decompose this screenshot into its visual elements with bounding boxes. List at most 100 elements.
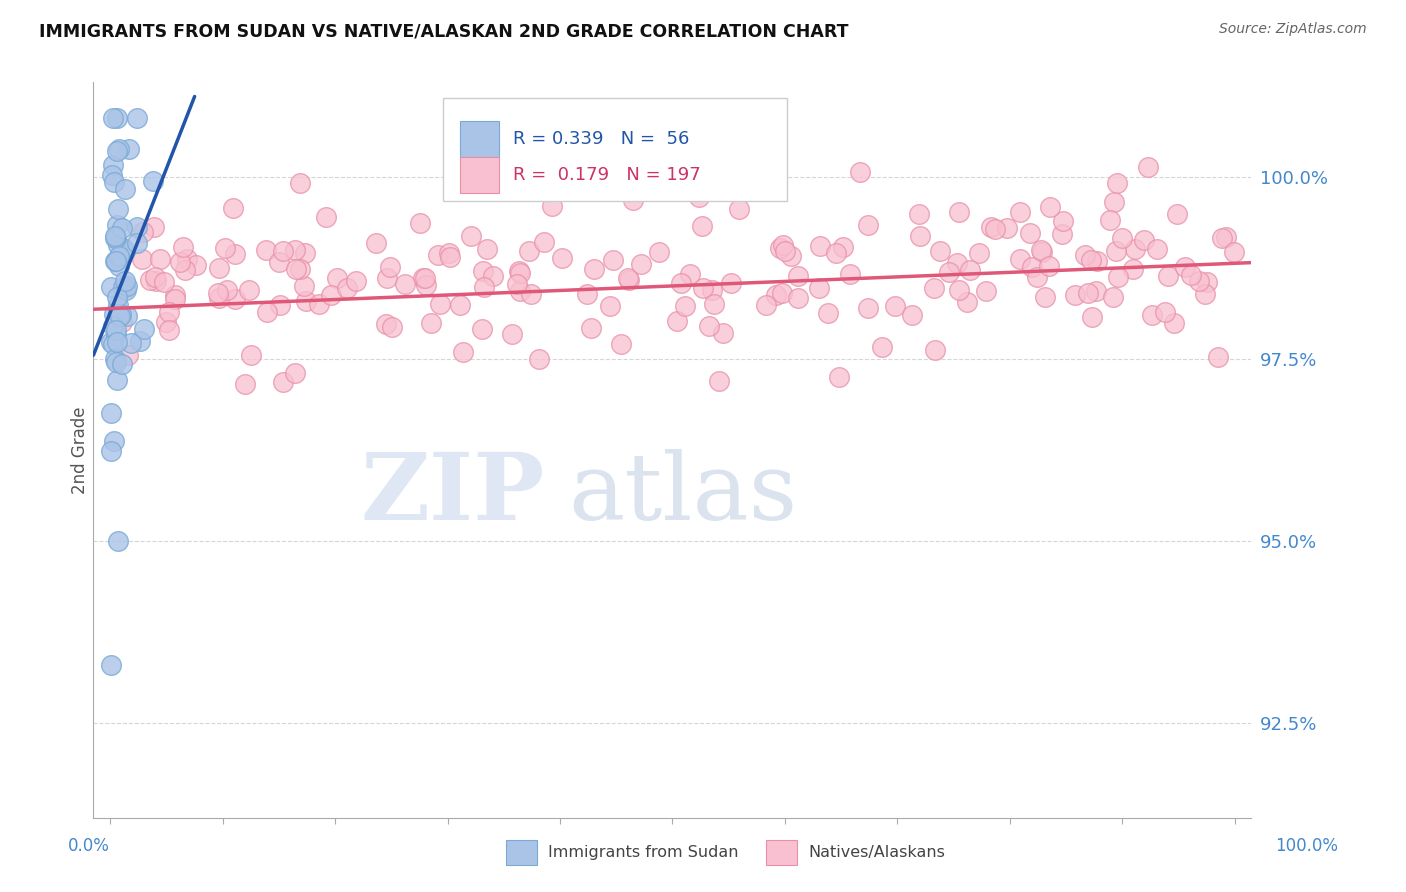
Point — [163, 288, 186, 302]
Point — [1222, 245, 1244, 260]
Point — [284, 243, 307, 257]
Point — [426, 248, 449, 262]
Point — [269, 298, 291, 312]
Point — [1050, 227, 1073, 241]
Point — [108, 259, 131, 273]
Point — [107, 238, 129, 252]
Point — [451, 345, 474, 359]
Point — [808, 280, 831, 294]
Text: 100.0%: 100.0% — [1275, 837, 1339, 855]
Point — [142, 220, 165, 235]
Point — [1102, 290, 1125, 304]
Point — [974, 284, 997, 298]
Point — [1008, 252, 1031, 266]
Point — [692, 281, 714, 295]
Point — [839, 268, 862, 282]
Point — [1188, 274, 1211, 288]
Point — [294, 293, 316, 308]
Point — [290, 176, 312, 190]
Point — [131, 252, 153, 267]
Point — [100, 406, 122, 420]
Point — [409, 216, 432, 230]
Point — [1080, 253, 1102, 268]
Text: 0.0%: 0.0% — [67, 837, 110, 855]
Point — [1194, 286, 1216, 301]
Point — [1038, 259, 1060, 273]
Point — [215, 283, 238, 297]
Point — [848, 165, 870, 179]
Point — [120, 336, 142, 351]
Point — [1081, 310, 1104, 325]
Point — [375, 317, 398, 331]
Point — [366, 235, 388, 250]
Point — [956, 295, 979, 310]
Point — [508, 264, 530, 278]
Point — [673, 299, 696, 313]
Point — [1163, 316, 1185, 330]
Point — [149, 252, 172, 267]
Point — [1215, 230, 1237, 244]
Point — [780, 249, 803, 263]
Point — [773, 244, 796, 259]
Point — [127, 219, 149, 234]
Point — [1132, 233, 1154, 247]
Point — [114, 244, 136, 258]
Point — [415, 278, 437, 293]
Point — [176, 252, 198, 266]
Point — [207, 285, 229, 300]
Point — [100, 443, 122, 458]
Point — [267, 255, 290, 269]
Point — [1102, 194, 1125, 209]
Point — [107, 249, 129, 263]
Point — [105, 112, 128, 126]
Point — [326, 271, 349, 285]
Point — [772, 238, 794, 252]
Point — [112, 280, 135, 294]
Point — [105, 144, 128, 158]
Point — [222, 201, 245, 215]
Point — [155, 315, 177, 329]
Point — [107, 534, 129, 549]
Point — [271, 375, 294, 389]
Point — [1021, 260, 1043, 274]
Point — [103, 434, 125, 449]
Point — [380, 319, 402, 334]
Point — [460, 228, 482, 243]
Point — [292, 279, 315, 293]
Point — [104, 254, 127, 268]
Y-axis label: 2nd Grade: 2nd Grade — [72, 406, 89, 493]
Point — [105, 355, 128, 369]
Point — [163, 293, 186, 307]
Point — [103, 352, 125, 367]
Point — [238, 283, 260, 297]
Point — [1063, 287, 1085, 301]
Point — [104, 231, 127, 245]
Point — [114, 274, 136, 288]
Point — [1206, 350, 1229, 364]
Point — [105, 253, 128, 268]
Point — [711, 326, 734, 341]
Point — [315, 210, 337, 224]
Point — [184, 259, 207, 273]
Point — [517, 244, 540, 259]
Point — [174, 262, 197, 277]
Point — [107, 202, 129, 217]
Point — [482, 269, 505, 284]
Point — [703, 297, 725, 311]
Point — [690, 219, 713, 234]
Point — [679, 267, 702, 281]
Point — [105, 373, 128, 387]
Point — [1105, 244, 1128, 258]
Point — [1180, 268, 1202, 283]
Text: ZIP: ZIP — [361, 449, 546, 539]
Point — [344, 274, 367, 288]
Point — [576, 287, 599, 301]
Point — [983, 222, 1005, 236]
Point — [922, 281, 945, 295]
Point — [630, 256, 652, 270]
Point — [114, 182, 136, 196]
Point — [1025, 270, 1047, 285]
Point — [520, 287, 543, 301]
Point — [117, 142, 139, 156]
Point — [832, 240, 855, 254]
